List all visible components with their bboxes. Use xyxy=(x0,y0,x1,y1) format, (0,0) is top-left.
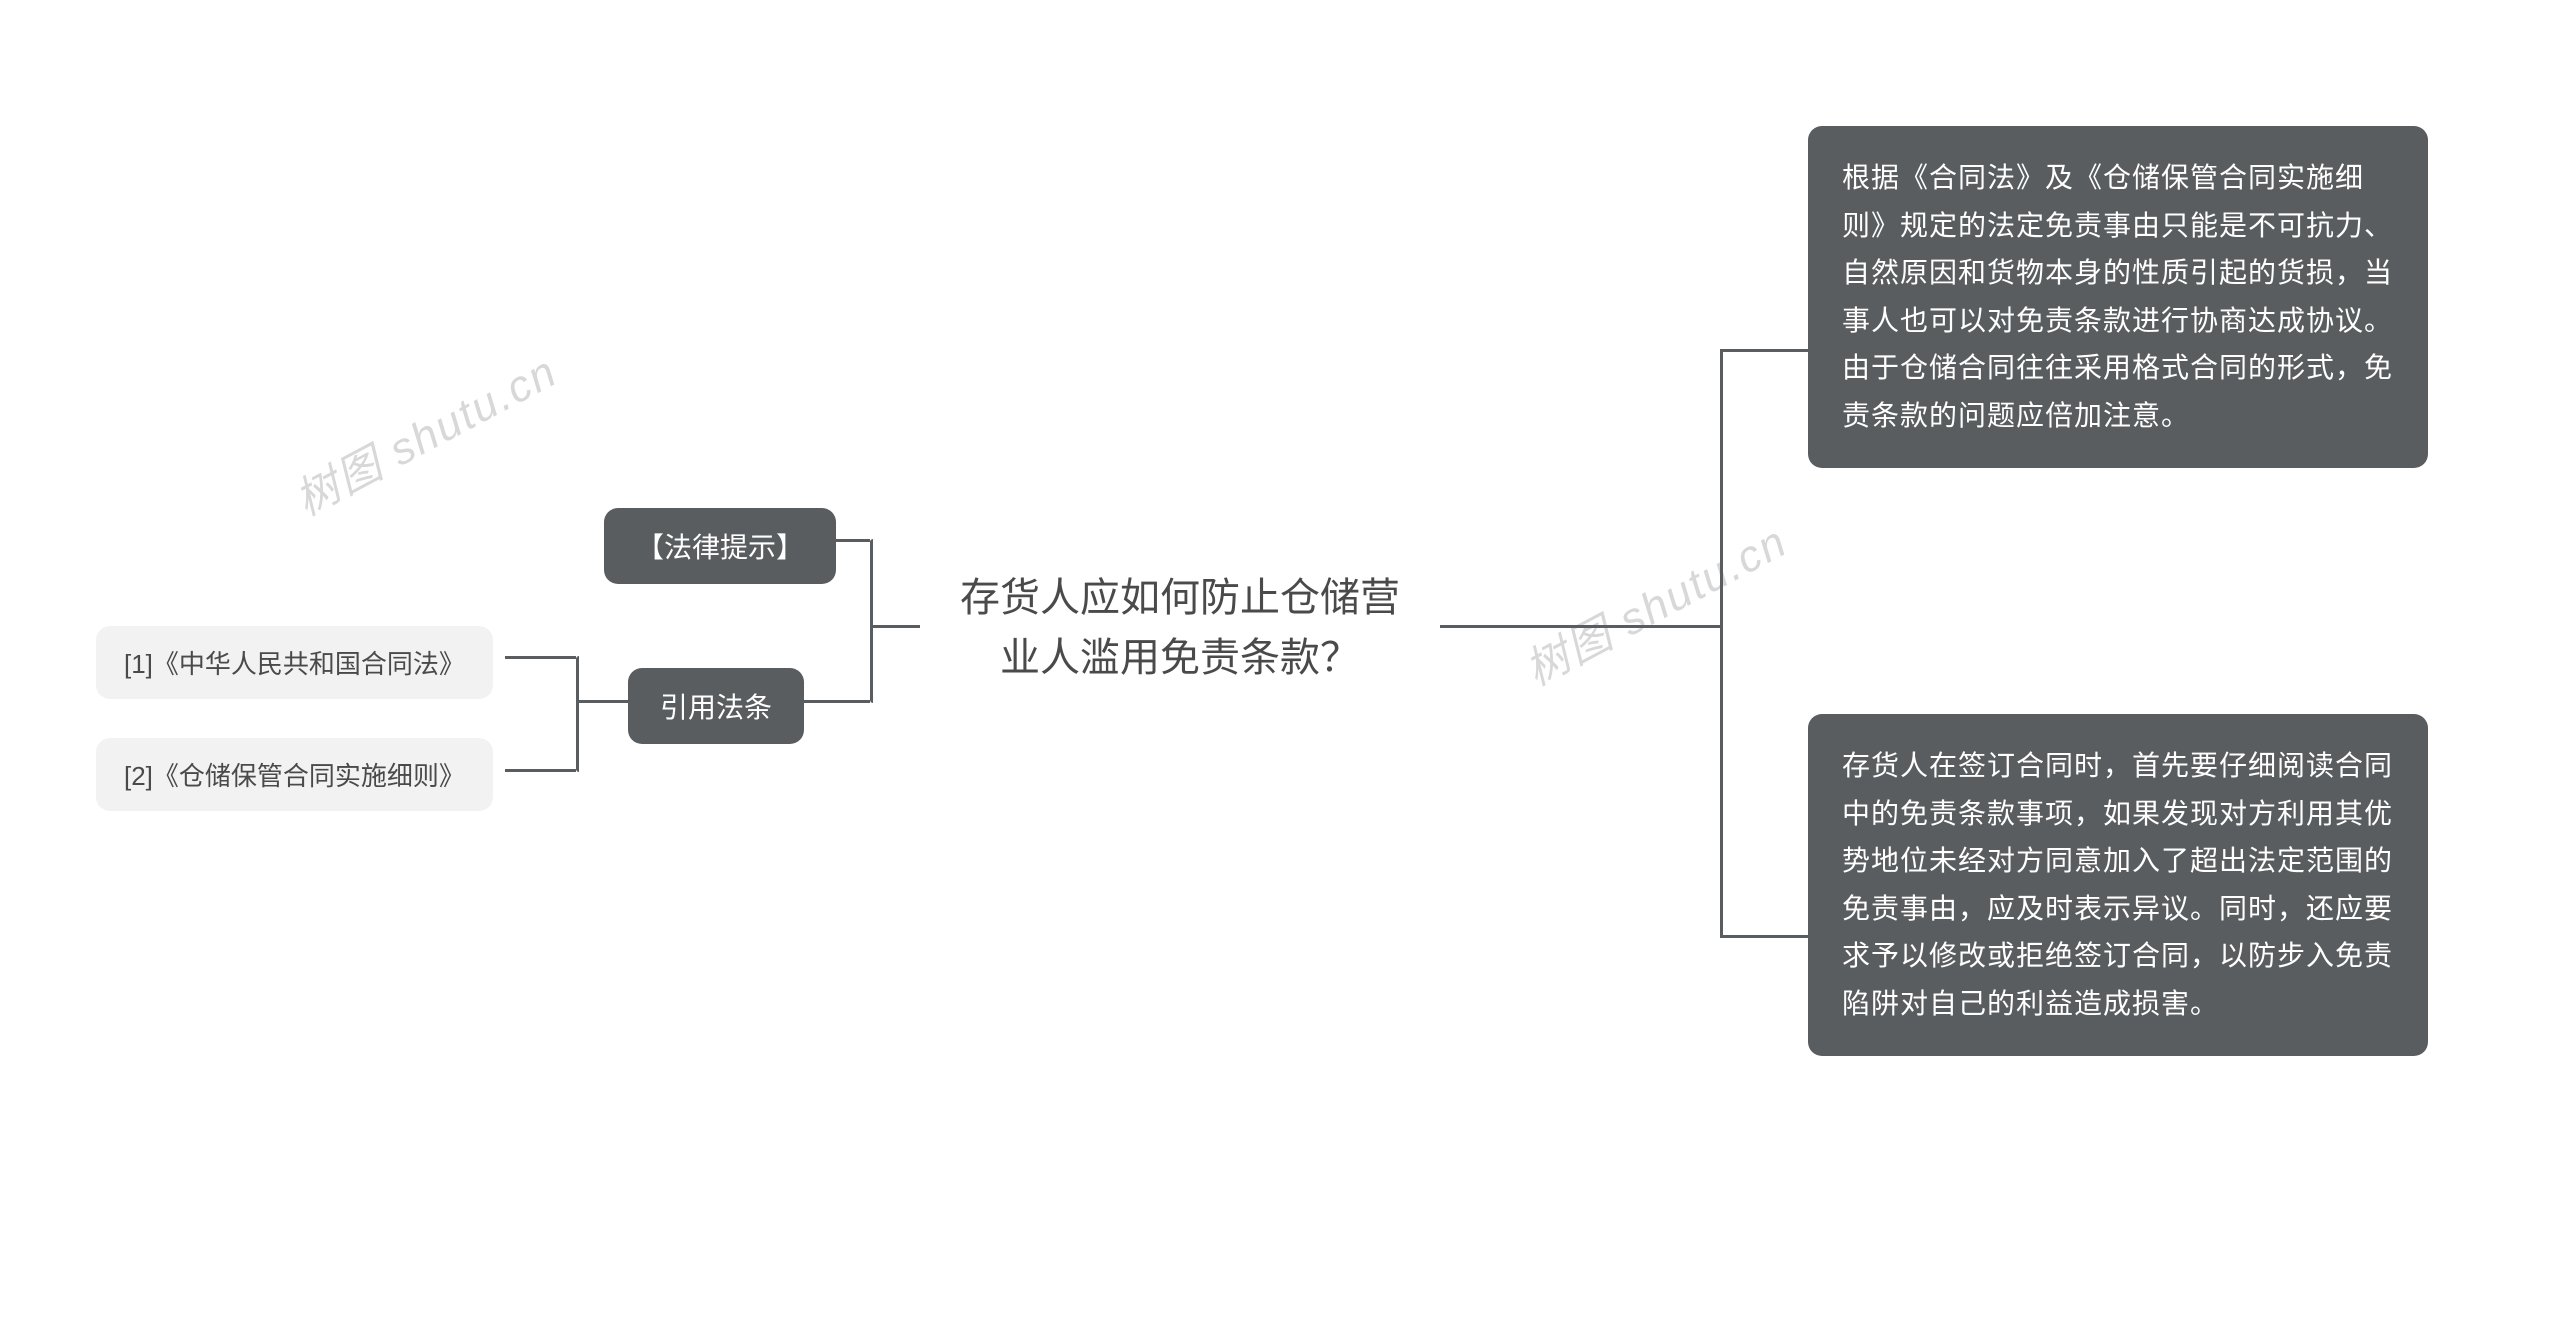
conn-leaf1-h xyxy=(505,656,576,659)
conn-left-top-h xyxy=(822,539,870,542)
conn-center-right-h xyxy=(1440,625,1720,628)
left-leaf-2: [2]《仓储保管合同实施细则》 xyxy=(96,738,493,811)
conn-ref-h xyxy=(576,700,628,703)
watermark-2: 树图 shutu.cn xyxy=(1512,506,1797,698)
conn-right-bracket-v xyxy=(1720,349,1723,938)
center-node: 存货人应如何防止仓储营 业人滥用免责条款？ xyxy=(920,568,1440,688)
right-block-1: 根据《合同法》及《仓储保管合同实施细则》规定的法定免责事由只能是不可抗力、自然原… xyxy=(1808,126,2428,468)
right-block-2: 存货人在签订合同时，首先要仔细阅读合同中的免责条款事项，如果发现对方利用其优势地… xyxy=(1808,714,2428,1056)
conn-center-left-h xyxy=(870,625,920,628)
center-line2: 业人滥用免责条款？ xyxy=(960,628,1400,688)
left-top-node: 【法律提示】 xyxy=(604,508,836,584)
left-leaf-1: [1]《中华人民共和国合同法》 xyxy=(96,626,493,699)
conn-leaf2-h xyxy=(505,769,576,772)
center-line1: 存货人应如何防止仓储营 xyxy=(960,568,1400,628)
conn-ref-bracket-v xyxy=(576,656,579,772)
left-bottom-node: 引用法条 xyxy=(628,668,804,744)
conn-right-bottom-h xyxy=(1720,935,1808,938)
watermark-1: 树图 shutu.cn xyxy=(282,336,567,528)
conn-left-bottom-h xyxy=(798,700,870,703)
conn-right-top-h xyxy=(1720,349,1808,352)
conn-left-bracket-v xyxy=(870,539,873,703)
